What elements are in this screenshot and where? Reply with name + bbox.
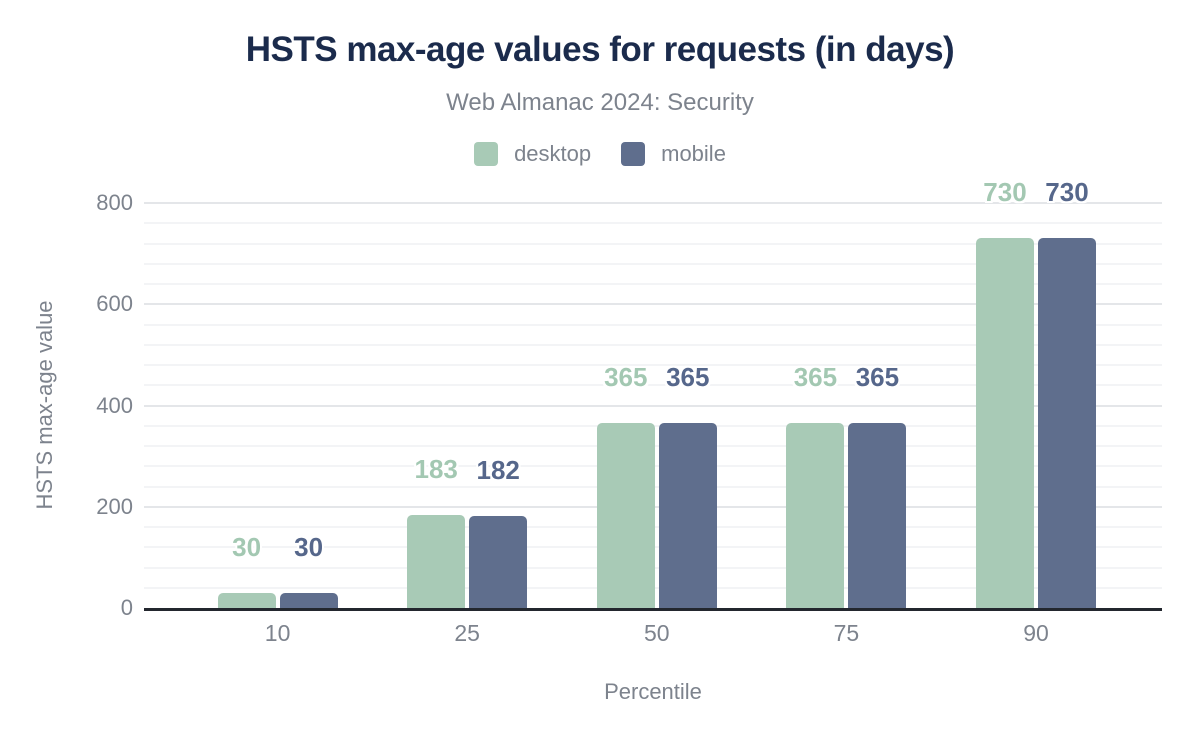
major-gridline [144, 404, 1162, 407]
legend-swatch-mobile [621, 142, 646, 166]
minor-gridline [144, 364, 1162, 366]
legend-label-mobile: mobile [661, 141, 726, 166]
x-tick-label-25: 25 [454, 620, 480, 646]
bar-desktop-p50 [596, 423, 655, 608]
value-label-desktop-p10: 30 [232, 531, 262, 562]
minor-gridline [144, 262, 1162, 265]
bar-desktop-p10 [217, 592, 276, 608]
value-label-desktop-p50: 365 [604, 362, 648, 393]
major-gridline [144, 303, 1162, 306]
bar-mobile-p75 [848, 423, 907, 608]
value-label-desktop-p25: 183 [414, 454, 458, 485]
y-tick-label-800: 800 [96, 190, 133, 215]
y-tick-label-0: 0 [120, 595, 133, 620]
legend: desktop mobile [0, 141, 1200, 167]
y-tick-label-600: 600 [96, 291, 133, 317]
y-tick-label-400: 400 [96, 392, 133, 418]
plot-area: 30 30 183 182 365 365 365 365 730 730 [144, 179, 1162, 611]
value-label-mobile-p50: 365 [666, 362, 710, 393]
bar-desktop-p75 [786, 423, 845, 608]
minor-gridline [144, 283, 1162, 285]
legend-label-desktop: desktop [514, 141, 592, 166]
bar-mobile-p10 [279, 592, 338, 608]
x-tick-label-75: 75 [833, 620, 860, 646]
minor-gridline [144, 323, 1162, 326]
value-label-mobile-p25: 182 [476, 454, 520, 485]
legend-item-desktop: desktop [474, 141, 591, 167]
minor-gridline [144, 242, 1162, 245]
value-label-mobile-p90: 730 [1045, 177, 1089, 208]
minor-gridline [144, 222, 1162, 225]
y-tick-label-200: 200 [96, 493, 133, 519]
value-label-desktop-p90: 730 [983, 177, 1027, 208]
x-tick-label-10: 10 [264, 620, 291, 646]
legend-item-mobile: mobile [621, 141, 726, 167]
minor-gridline [144, 343, 1162, 346]
chart-title: HSTS max-age values for requests (in day… [245, 30, 955, 69]
x-tick-label-50: 50 [644, 620, 670, 646]
x-axis-title: Percentile [604, 679, 702, 704]
value-label-mobile-p75: 365 [855, 362, 900, 393]
bar-mobile-p25 [469, 515, 528, 608]
bar-mobile-p50 [658, 423, 717, 608]
value-label-mobile-p10: 30 [294, 531, 324, 562]
bar-mobile-p90 [1038, 238, 1096, 608]
chart-subtitle: Web Almanac 2024: Security [446, 89, 754, 116]
bar-desktop-p25 [407, 515, 466, 608]
minor-gridline [144, 384, 1162, 387]
legend-swatch-desktop [474, 142, 499, 166]
x-tick-label-90: 90 [1023, 620, 1049, 646]
major-gridline [144, 202, 1162, 204]
value-label-desktop-p75: 365 [793, 362, 838, 393]
x-axis-baseline [144, 608, 1162, 611]
bar-desktop-p90 [976, 238, 1034, 608]
